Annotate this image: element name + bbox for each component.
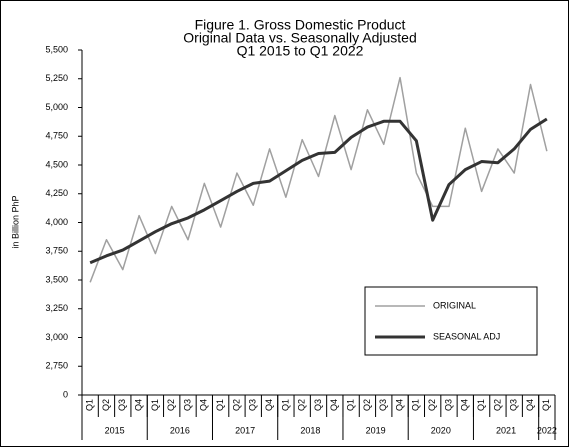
x-tick-label: Q3 [248,399,258,411]
y-tick-label: 0 [63,389,68,399]
y-tick-label: 2,750 [45,361,68,371]
y-tick-label: 5,500 [45,44,68,54]
year-label: 2018 [300,425,320,435]
x-tick-label: Q3 [182,399,192,411]
y-tick-label: 5,250 [45,73,68,83]
series-line [89,76,548,283]
x-tick-label: Q4 [199,399,209,411]
x-tick-label: Q3 [509,399,519,411]
y-tick-label: 3,250 [45,303,68,313]
y-axis-label: in Billion PhP [10,195,20,248]
x-tick-label: Q2 [231,399,241,411]
y-tick-label: 4,750 [45,131,68,141]
x-tick-label: Q1 [280,399,290,411]
y-tick-label: 4,500 [45,159,68,169]
x-tick-label: Q3 [378,399,388,411]
x-tick-label: Q1 [411,399,421,411]
year-label: 2017 [235,425,255,435]
year-label: 2016 [170,425,190,435]
x-tick-label: Q2 [166,399,176,411]
x-tick-label: Q4 [394,399,404,411]
x-tick-label: Q4 [525,399,535,411]
title-line: Original Data vs. Seasonally Adjusted [183,30,416,46]
legend-label: ORIGINAL [433,300,476,310]
y-tick-label: 5,000 [45,102,68,112]
year-label: 2021 [496,425,516,435]
x-tick-label: Q1 [541,399,551,411]
x-tick-label: Q3 [313,399,323,411]
y-tick-label: 3,750 [45,246,68,256]
series-line [89,117,548,265]
x-tick-label: Q3 [443,399,453,411]
x-tick-label: Q4 [264,399,274,411]
year-label: 2020 [431,425,451,435]
x-tick-label: Q1 [345,399,355,411]
x-tick-label: Q2 [427,399,437,411]
y-tick-label: 3,500 [45,274,68,284]
y-tick-label: 3,000 [45,332,68,342]
x-tick-label: Q3 [117,399,127,411]
x-tick-label: Q2 [492,399,502,411]
y-tick-label: 4,250 [45,188,68,198]
legend-label: SEASONAL ADJ [433,331,500,341]
year-label: 2022 [537,425,557,435]
y-tick-label: 4,000 [45,217,68,227]
title-line: Figure 1. Gross Domestic Product [195,17,406,33]
year-label: 2015 [105,425,125,435]
x-tick-label: Q1 [215,399,225,411]
x-tick-label: Q2 [101,399,111,411]
title-line: Q1 2015 to Q1 2022 [237,43,364,59]
x-tick-label: Q4 [329,399,339,411]
x-tick-label: Q2 [362,399,372,411]
year-label: 2019 [366,425,386,435]
x-tick-label: Q1 [150,399,160,411]
legend-box [364,286,538,356]
x-tick-label: Q1 [85,399,95,411]
x-tick-label: Q4 [460,399,470,411]
x-tick-label: Q1 [476,399,486,411]
x-tick-label: Q4 [133,399,143,411]
x-tick-label: Q2 [297,399,307,411]
